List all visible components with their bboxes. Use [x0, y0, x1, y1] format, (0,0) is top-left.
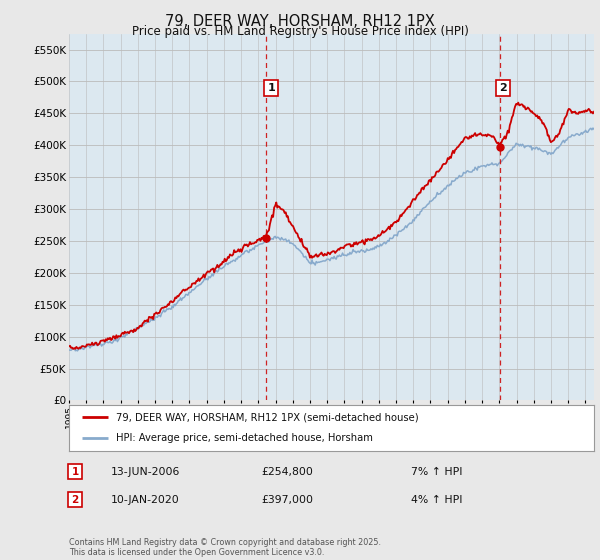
Text: 13-JUN-2006: 13-JUN-2006 [111, 466, 181, 477]
Text: 2: 2 [71, 494, 79, 505]
Text: £254,800: £254,800 [261, 466, 313, 477]
Text: £397,000: £397,000 [261, 494, 313, 505]
Text: 79, DEER WAY, HORSHAM, RH12 1PX (semi-detached house): 79, DEER WAY, HORSHAM, RH12 1PX (semi-de… [116, 412, 419, 422]
Text: 4% ↑ HPI: 4% ↑ HPI [411, 494, 463, 505]
Text: 7% ↑ HPI: 7% ↑ HPI [411, 466, 463, 477]
Text: 1: 1 [71, 466, 79, 477]
Text: Price paid vs. HM Land Registry's House Price Index (HPI): Price paid vs. HM Land Registry's House … [131, 25, 469, 38]
Text: 79, DEER WAY, HORSHAM, RH12 1PX: 79, DEER WAY, HORSHAM, RH12 1PX [165, 14, 435, 29]
Text: 2: 2 [499, 83, 507, 93]
Text: Contains HM Land Registry data © Crown copyright and database right 2025.
This d: Contains HM Land Registry data © Crown c… [69, 538, 381, 557]
Text: 1: 1 [268, 83, 275, 93]
Text: 10-JAN-2020: 10-JAN-2020 [111, 494, 180, 505]
Text: HPI: Average price, semi-detached house, Horsham: HPI: Average price, semi-detached house,… [116, 433, 373, 444]
